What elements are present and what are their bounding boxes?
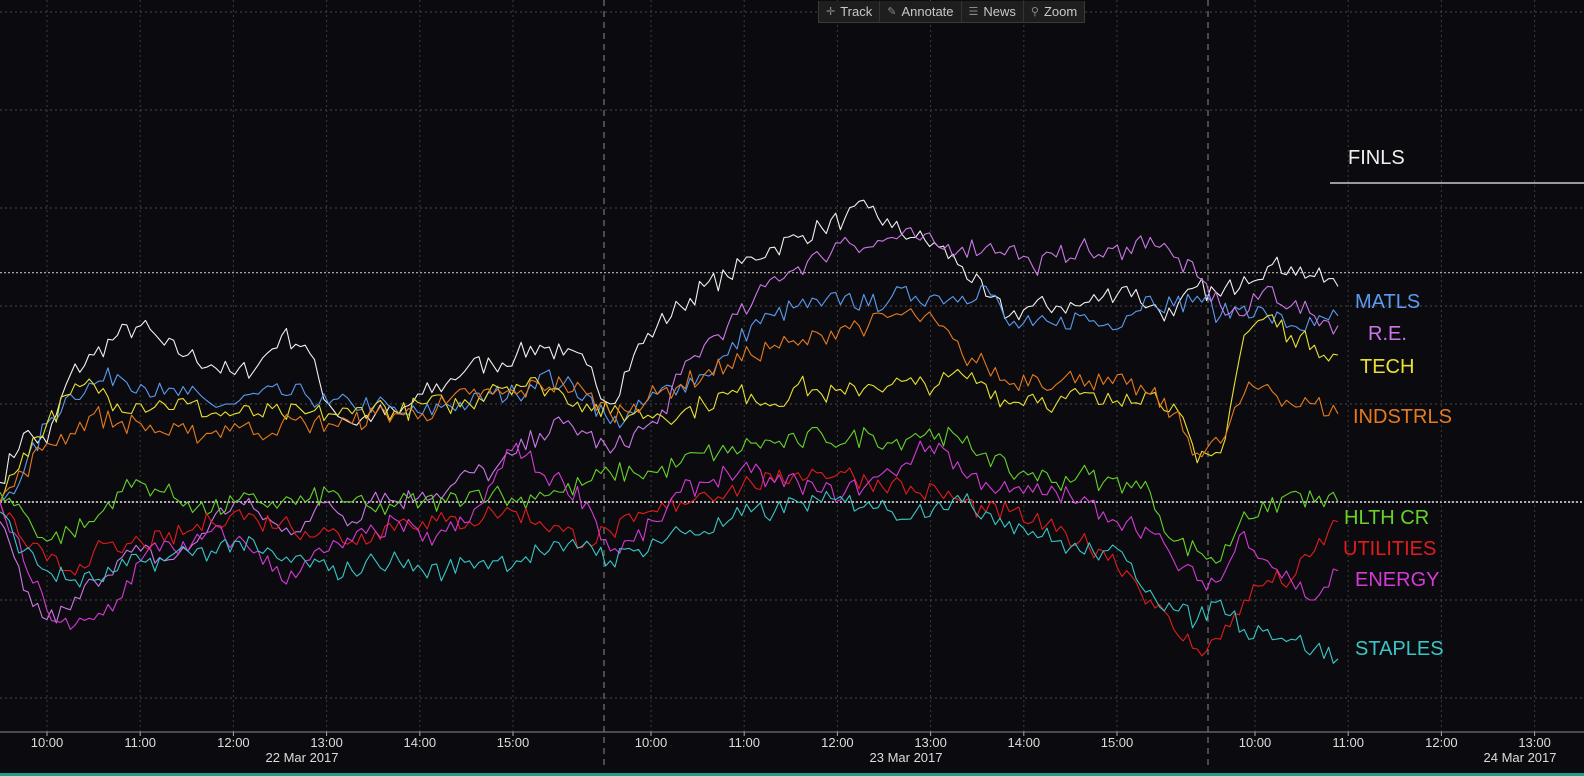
- x-tick-label: 13:00: [310, 735, 343, 750]
- x-tick-label: 15:00: [1101, 735, 1134, 750]
- series-line-staples: [0, 490, 1339, 664]
- x-tick-label: 10:00: [635, 735, 668, 750]
- x-tick-label: 12:00: [821, 735, 854, 750]
- chart-series-layer: [0, 199, 1339, 664]
- x-tick-label: 13:00: [914, 735, 947, 750]
- magnifier-icon: ⚲: [1030, 5, 1039, 18]
- series-label-hlth-cr: HLTH CR: [1344, 507, 1429, 529]
- series-label-staples: STAPLES: [1355, 638, 1444, 660]
- news-button[interactable]: ☰ News: [962, 1, 1024, 22]
- x-tick-label: 10:00: [31, 735, 64, 750]
- zoom-button[interactable]: ⚲ Zoom: [1024, 1, 1084, 22]
- series-line-matls: [0, 285, 1339, 503]
- date-label: 22 Mar 2017: [266, 750, 339, 765]
- pencil-icon: ✎: [887, 5, 897, 18]
- series-line-hlth-cr: [0, 426, 1339, 564]
- news-icon: ☰: [968, 5, 979, 18]
- series-line-energy: [0, 440, 1339, 630]
- annotate-button[interactable]: ✎ Annotate: [880, 1, 962, 22]
- status-strip: [0, 773, 1584, 776]
- track-button[interactable]: ✛ Track: [819, 1, 881, 22]
- x-tick-label: 11:00: [1332, 735, 1364, 750]
- x-tick-label: 11:00: [728, 735, 760, 750]
- track-label: Track: [840, 4, 873, 19]
- series-line-finls: [0, 199, 1339, 484]
- series-label-tech: TECH: [1360, 356, 1414, 378]
- x-tick-label: 11:00: [124, 735, 156, 750]
- x-tick-label: 14:00: [1008, 735, 1041, 750]
- zoom-label: Zoom: [1043, 4, 1078, 19]
- x-tick-label: 14:00: [404, 735, 437, 750]
- x-tick-label: 12:00: [217, 735, 250, 750]
- series-labels-layer: FINLS MATLS R.E. TECH INDSTRLS HLTH CR UTILITI…: [1330, 147, 1584, 660]
- series-line-tech: [0, 314, 1339, 503]
- date-label: 24 Mar 2017: [1484, 750, 1557, 765]
- x-axis: 10:00 11:00 12:00 13:00 14:00 15:00 22 Mar 201…: [0, 731, 1584, 765]
- x-tick-label: 15:00: [497, 735, 530, 750]
- series-label-utilities: UTILITIES: [1343, 538, 1436, 560]
- chart-toolbar: ✛ Track ✎ Annotate ☰ News ⚲ Zoom: [818, 1, 1086, 23]
- date-label: 23 Mar 2017: [870, 750, 943, 765]
- x-tick-label: 13:00: [1518, 735, 1551, 750]
- series-label-matls: MATLS: [1355, 291, 1420, 313]
- x-tick-label: 10:00: [1239, 735, 1272, 750]
- series-line-r-e-: [0, 227, 1339, 624]
- x-tick-label: 12:00: [1425, 735, 1458, 750]
- news-label: News: [983, 4, 1016, 19]
- series-label-r-e-: R.E.: [1368, 323, 1407, 345]
- series-label-energy: ENERGY: [1355, 569, 1439, 591]
- series-label-indstrls: INDSTRLS: [1353, 406, 1452, 428]
- annotate-label: Annotate: [901, 4, 954, 19]
- series-line-indstrls: [0, 308, 1339, 503]
- crosshair-icon: ✛: [826, 5, 836, 18]
- series-label-finls: FINLS: [1348, 147, 1405, 169]
